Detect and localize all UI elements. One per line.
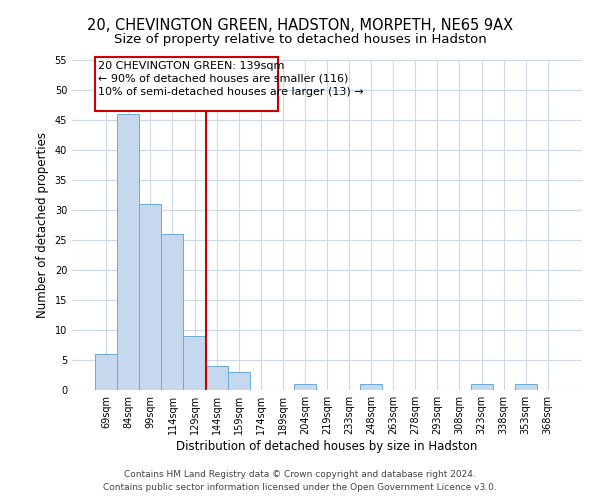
Text: Size of property relative to detached houses in Hadston: Size of property relative to detached ho… bbox=[113, 32, 487, 46]
Text: ← 90% of detached houses are smaller (116): ← 90% of detached houses are smaller (11… bbox=[98, 74, 349, 84]
Bar bbox=[184, 336, 206, 390]
Text: 20 CHEVINGTON GREEN: 139sqm: 20 CHEVINGTON GREEN: 139sqm bbox=[98, 60, 285, 70]
FancyBboxPatch shape bbox=[95, 57, 278, 111]
Bar bbox=[227, 372, 250, 390]
Text: Contains HM Land Registry data © Crown copyright and database right 2024.
Contai: Contains HM Land Registry data © Crown c… bbox=[103, 470, 497, 492]
Bar bbox=[360, 384, 382, 390]
Bar bbox=[117, 114, 139, 390]
Bar bbox=[515, 384, 537, 390]
Text: 20, CHEVINGTON GREEN, HADSTON, MORPETH, NE65 9AX: 20, CHEVINGTON GREEN, HADSTON, MORPETH, … bbox=[87, 18, 513, 32]
Text: 10% of semi-detached houses are larger (13) →: 10% of semi-detached houses are larger (… bbox=[98, 87, 364, 97]
Bar bbox=[139, 204, 161, 390]
Y-axis label: Number of detached properties: Number of detached properties bbox=[36, 132, 49, 318]
Bar bbox=[470, 384, 493, 390]
Bar bbox=[95, 354, 117, 390]
Bar bbox=[206, 366, 227, 390]
Bar bbox=[161, 234, 184, 390]
X-axis label: Distribution of detached houses by size in Hadston: Distribution of detached houses by size … bbox=[176, 440, 478, 453]
Bar bbox=[294, 384, 316, 390]
